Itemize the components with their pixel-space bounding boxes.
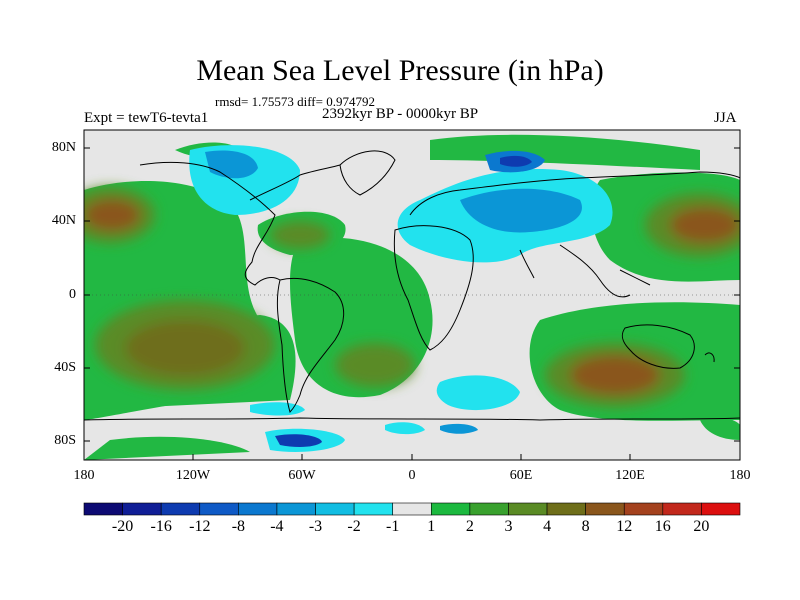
lon-label-180e: 180 bbox=[729, 468, 751, 483]
coastlines bbox=[84, 150, 740, 421]
colorbar-swatch bbox=[160, 502, 201, 516]
colorbar-label: 20 bbox=[693, 518, 710, 535]
colorbar-swatch bbox=[508, 502, 548, 516]
lon-label-60e: 60E bbox=[509, 468, 533, 483]
lat-label-40s: 40S bbox=[54, 360, 76, 375]
colorbar-swatch bbox=[122, 502, 162, 516]
lon-label-60w: 60W bbox=[288, 468, 316, 483]
lat-tick-marks bbox=[84, 147, 740, 442]
lon-label-120e: 120E bbox=[615, 468, 645, 483]
colorbar-swatch bbox=[546, 502, 586, 516]
rmsd-diff-stats: rmsd= 1.75573 diff= 0.974792 bbox=[215, 94, 375, 109]
lon-label-0: 0 bbox=[408, 468, 416, 483]
colorbar-label: 3 bbox=[504, 518, 513, 535]
colorbar-label: 8 bbox=[581, 518, 590, 535]
colorbar-label: -1 bbox=[386, 518, 400, 535]
map-field bbox=[84, 130, 740, 460]
season-label: JJA bbox=[714, 110, 737, 126]
colorbar-swatch bbox=[199, 502, 239, 516]
lon-label-120w: 120W bbox=[175, 468, 211, 483]
lat-label-80n: 80N bbox=[51, 140, 76, 155]
colorbar-swatch bbox=[392, 502, 432, 516]
period-label: 2392kyr BP - 0000kyr BP bbox=[322, 106, 479, 122]
colorbar-swatch bbox=[276, 502, 316, 516]
colorbar-label: -2 bbox=[347, 518, 361, 535]
colorbar-swatch bbox=[315, 502, 355, 516]
colorbar-label: 2 bbox=[465, 518, 474, 535]
colorbar-swatch bbox=[623, 502, 664, 516]
colorbar-swatch bbox=[353, 502, 394, 516]
colorbar-label: 12 bbox=[616, 518, 633, 535]
lon-label-180w: 180 bbox=[73, 468, 95, 483]
colorbar-label: -16 bbox=[150, 518, 172, 535]
colorbar-swatch bbox=[430, 502, 471, 516]
colorbar-label: -4 bbox=[270, 518, 284, 535]
colorbar-swatch bbox=[701, 502, 741, 516]
colorbar-swatch bbox=[585, 502, 625, 516]
colorbar-label: -8 bbox=[231, 518, 246, 535]
lat-label-80s: 80S bbox=[54, 433, 76, 448]
colorbar-label: 1 bbox=[427, 518, 436, 535]
colorbar-swatch bbox=[469, 502, 509, 516]
colorbar-label: 16 bbox=[654, 518, 671, 535]
lat-label-0: 0 bbox=[69, 287, 76, 302]
colorbar-label: 4 bbox=[543, 518, 552, 535]
colorbar-label: -3 bbox=[308, 518, 323, 535]
colorbar-swatch bbox=[662, 502, 702, 516]
colorbar-swatch bbox=[83, 502, 123, 516]
experiment-label: Expt = tewT6-tevta1 bbox=[84, 110, 209, 126]
lon-tick-marks bbox=[83, 454, 741, 460]
colorbar bbox=[83, 502, 741, 516]
map-title: Mean Sea Level Pressure (in hPa) bbox=[196, 54, 604, 87]
colorbar-label: -20 bbox=[111, 518, 134, 535]
colorbar-label: -12 bbox=[189, 518, 211, 535]
lat-label-40n: 40N bbox=[51, 213, 76, 228]
colorbar-swatch bbox=[238, 502, 278, 516]
strong-positive-anomaly-regions bbox=[84, 187, 740, 407]
